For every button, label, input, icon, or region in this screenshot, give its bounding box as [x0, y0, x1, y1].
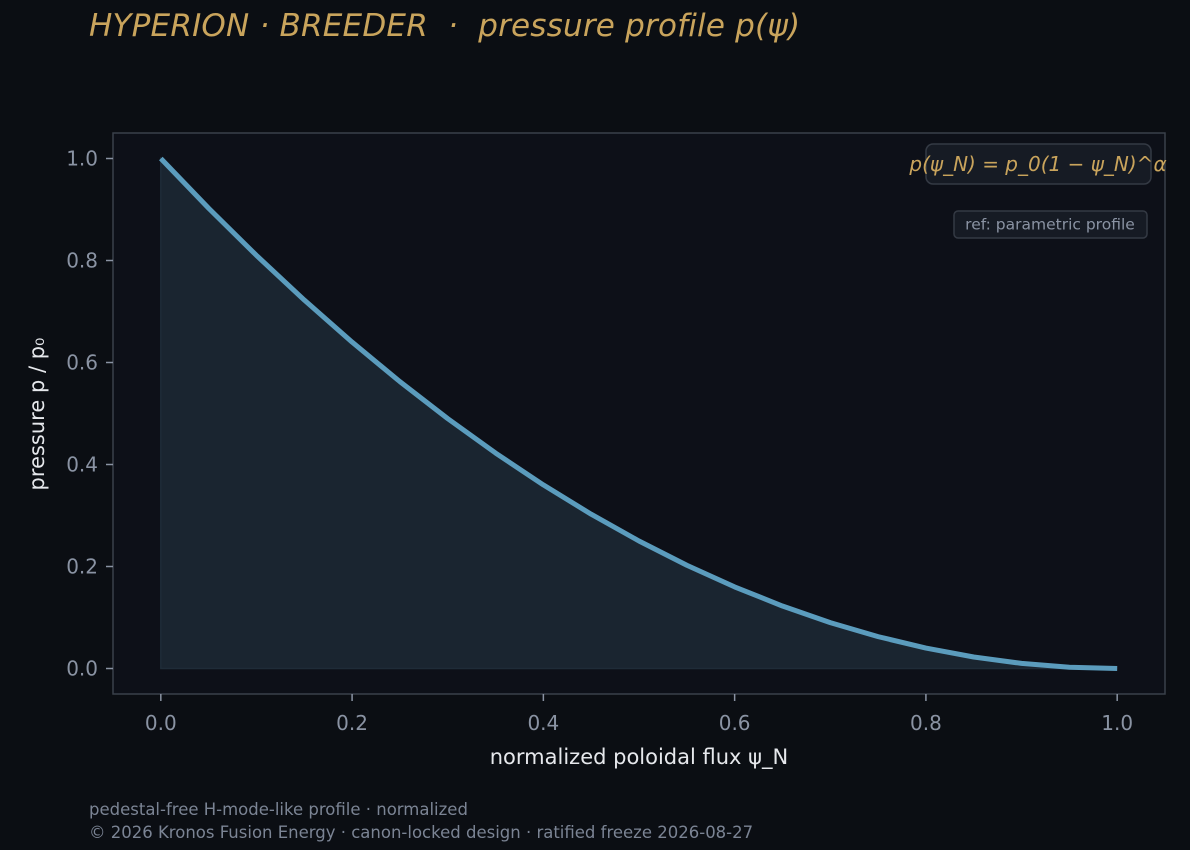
x-tick-label: 0.2 [336, 711, 368, 735]
x-tick-label: 0.0 [145, 711, 177, 735]
x-tick-label: 0.8 [910, 711, 942, 735]
pressure-curve [159, 156, 1118, 671]
formula-annotation: p(ψ_N) = p_0(1 − ψ_N)^α [908, 143, 1167, 185]
ref-annotation: ref: parametric profile [953, 210, 1148, 239]
curve-layer [159, 156, 1118, 671]
y-tick-label: 0.0 [66, 657, 98, 681]
x-axis-ticks: 0.0 0.2 0.4 0.6 0.8 1.0 [145, 694, 1133, 735]
formula-text: p(ψ_N) = p_0(1 − ψ_N)^α [908, 152, 1166, 176]
footer-note: pedestal-free H-mode-like profile · norm… [89, 800, 468, 819]
x-axis-label: normalized poloidal flux ψ_N [490, 745, 788, 770]
ref-box [953, 210, 1148, 239]
y-tick-label: 0.6 [66, 351, 98, 375]
y-tick-label: 0.2 [66, 555, 98, 579]
ref-text: ref: parametric profile [965, 216, 1135, 234]
formula-box [925, 143, 1152, 185]
x-tick-label: 0.4 [527, 711, 559, 735]
y-tick-label: 1.0 [66, 147, 98, 171]
footer-copyright: © 2026 Kronos Fusion Energy · canon-lock… [89, 823, 754, 842]
x-tick-label: 1.0 [1101, 711, 1133, 735]
y-axis-ticks: 0.0 0.2 0.4 0.6 0.8 1.0 [66, 147, 113, 681]
y-axis-label: pressure p / p₀ [25, 338, 49, 491]
chart-title: HYPERION · BREEDER · pressure profile p(… [89, 8, 801, 44]
y-tick-label: 0.8 [66, 249, 98, 273]
y-tick-label: 0.4 [66, 453, 98, 477]
x-tick-label: 0.6 [719, 711, 751, 735]
